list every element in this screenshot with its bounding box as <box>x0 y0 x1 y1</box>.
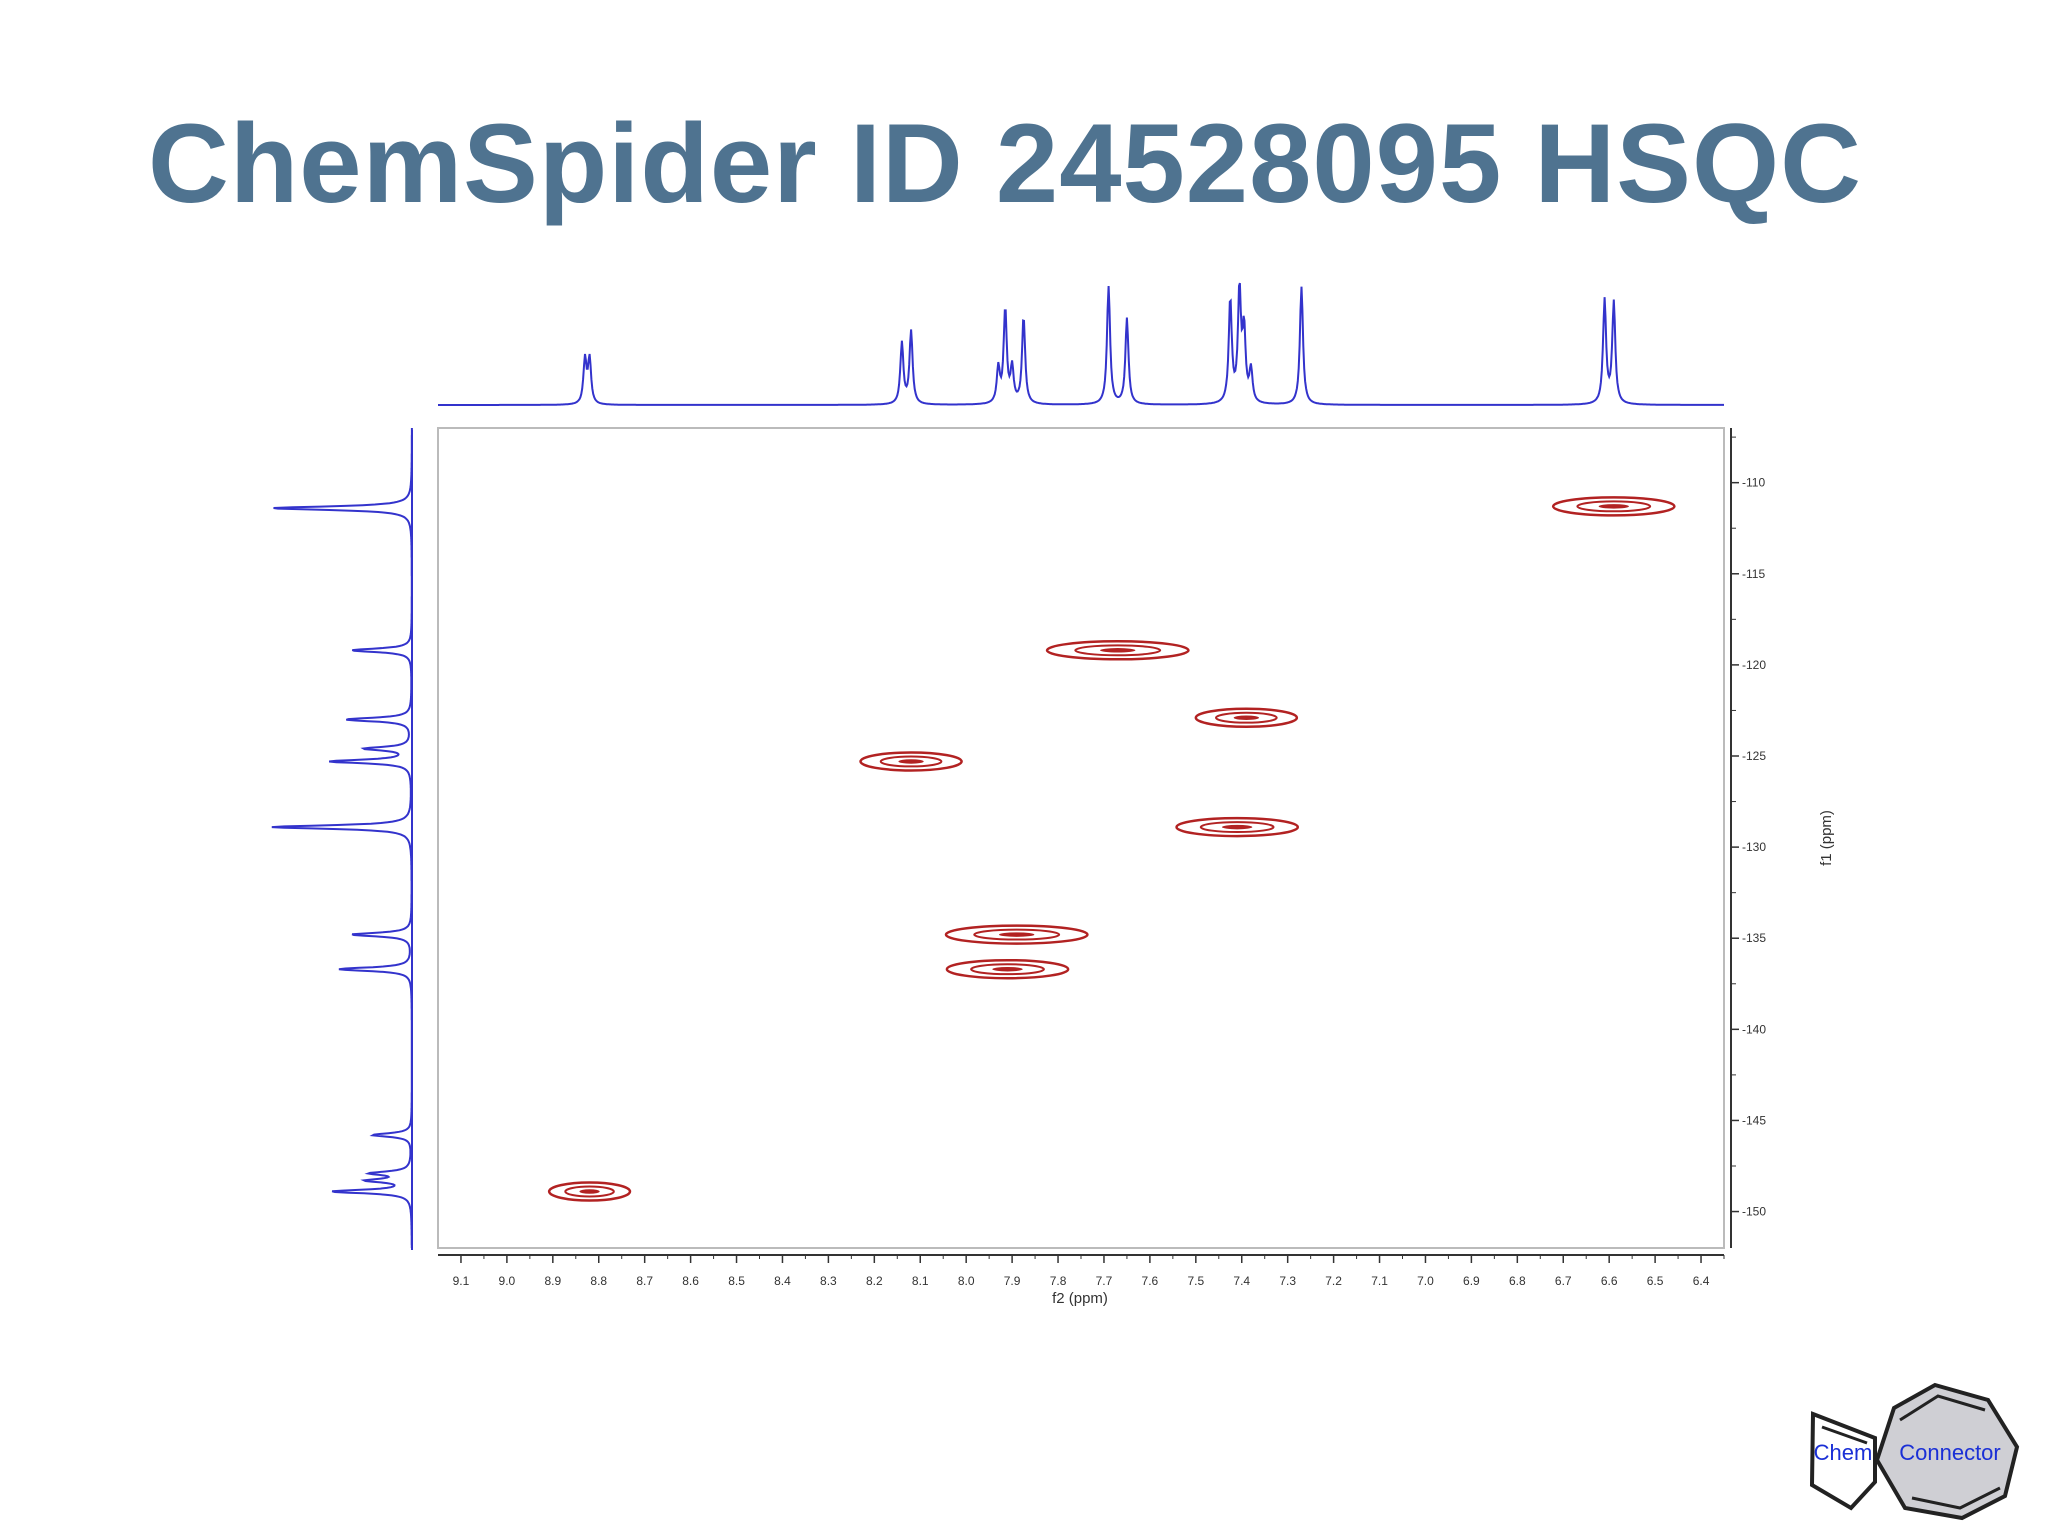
cross-peak <box>1175 816 1300 838</box>
cross-peak <box>547 1181 632 1202</box>
x-tick-label: 6.9 <box>1463 1274 1480 1288</box>
cross-peak <box>859 751 963 772</box>
x-tick-label: 8.6 <box>682 1274 699 1288</box>
x-tick-label: 8.7 <box>636 1274 653 1288</box>
y-tick-label: -125 <box>1742 749 1766 763</box>
x-tick-label: 7.5 <box>1187 1274 1204 1288</box>
x-tick-label: 7.0 <box>1417 1274 1434 1288</box>
plot-area <box>437 427 1725 1249</box>
x-tick-label: 7.3 <box>1279 1274 1296 1288</box>
y-tick-label: -115 <box>1742 567 1765 581</box>
cross-peak <box>944 924 1089 945</box>
x-tick-label: 6.5 <box>1647 1274 1664 1288</box>
x-tick-label: 6.7 <box>1555 1274 1572 1288</box>
proton-spectrum-trace <box>438 282 1724 406</box>
carbon-1d-spectrum <box>271 428 413 1250</box>
x-tick-label: 7.4 <box>1233 1274 1250 1288</box>
x-tick-label: 7.9 <box>1004 1274 1021 1288</box>
logo-right-word: Connector <box>1899 1440 2001 1465</box>
carbon-spectrum-trace <box>271 428 413 1248</box>
logo-left-word: Chem <box>1814 1440 1873 1465</box>
x-tick-label: 9.0 <box>499 1274 516 1288</box>
x-tick-label: 7.2 <box>1325 1274 1342 1288</box>
cross-peak <box>1045 640 1190 661</box>
x-tick-label: 8.5 <box>728 1274 745 1288</box>
x-tick-label: 6.8 <box>1509 1274 1526 1288</box>
slide-title: ChemSpider ID 24528095 HSQC <box>148 101 1862 226</box>
logo-octagon-inner-bond-2 <box>1911 1486 2001 1510</box>
x-tick-label: 6.4 <box>1693 1274 1710 1288</box>
x-tick-label: 8.9 <box>544 1274 561 1288</box>
x-tick-label: 8.3 <box>820 1274 837 1288</box>
y-tick-label: -130 <box>1742 840 1766 854</box>
x-tick-label: 8.1 <box>912 1274 929 1288</box>
cross-peaks <box>547 496 1676 1202</box>
x-tick-label: 8.8 <box>590 1274 607 1288</box>
x-tick-label: 6.6 <box>1601 1274 1618 1288</box>
x-tick-label: 9.1 <box>453 1274 470 1288</box>
y-axis: -110 -115 -120 -125 -130 -135 -140 -145 -150 <box>1730 428 1766 1248</box>
x-tick-label: 8.4 <box>774 1274 791 1288</box>
x-axis-title: f2 (ppm) <box>1052 1290 1108 1307</box>
x-tick-label: 7.8 <box>1050 1274 1067 1288</box>
cross-peak <box>1194 707 1299 728</box>
cross-peak <box>1551 496 1676 517</box>
x-tick-label: 7.6 <box>1142 1274 1159 1288</box>
y-tick-label: -145 <box>1742 1113 1766 1127</box>
y-tick-label: -110 <box>1742 476 1765 490</box>
logo-octagon-inner-bond <box>1899 1394 1986 1422</box>
x-tick-label: 7.1 <box>1371 1274 1388 1288</box>
logo-octagon <box>1874 1382 2020 1521</box>
logo-pentagon <box>1809 1411 1877 1511</box>
y-tick-label: -120 <box>1742 658 1766 672</box>
x-axis: 9.1 9.0 8.9 8.8 8.7 8.6 8.5 8.4 8.3 8.2 8.1 8.0 7.9 7… <box>438 1254 1725 1288</box>
logo-pentagon-inner-bond <box>1821 1425 1868 1445</box>
x-tick-label: 7.7 <box>1096 1274 1113 1288</box>
x-tick-label: 8.0 <box>958 1274 975 1288</box>
y-tick-label: -140 <box>1742 1022 1766 1036</box>
proton-1d-spectrum <box>438 282 1724 406</box>
cross-peak <box>945 958 1070 980</box>
x-tick-label: 8.2 <box>866 1274 883 1288</box>
y-tick-label: -135 <box>1742 931 1766 945</box>
y-tick-label: -150 <box>1742 1205 1766 1219</box>
y-axis-title: f1 (ppm) <box>1818 810 1835 866</box>
